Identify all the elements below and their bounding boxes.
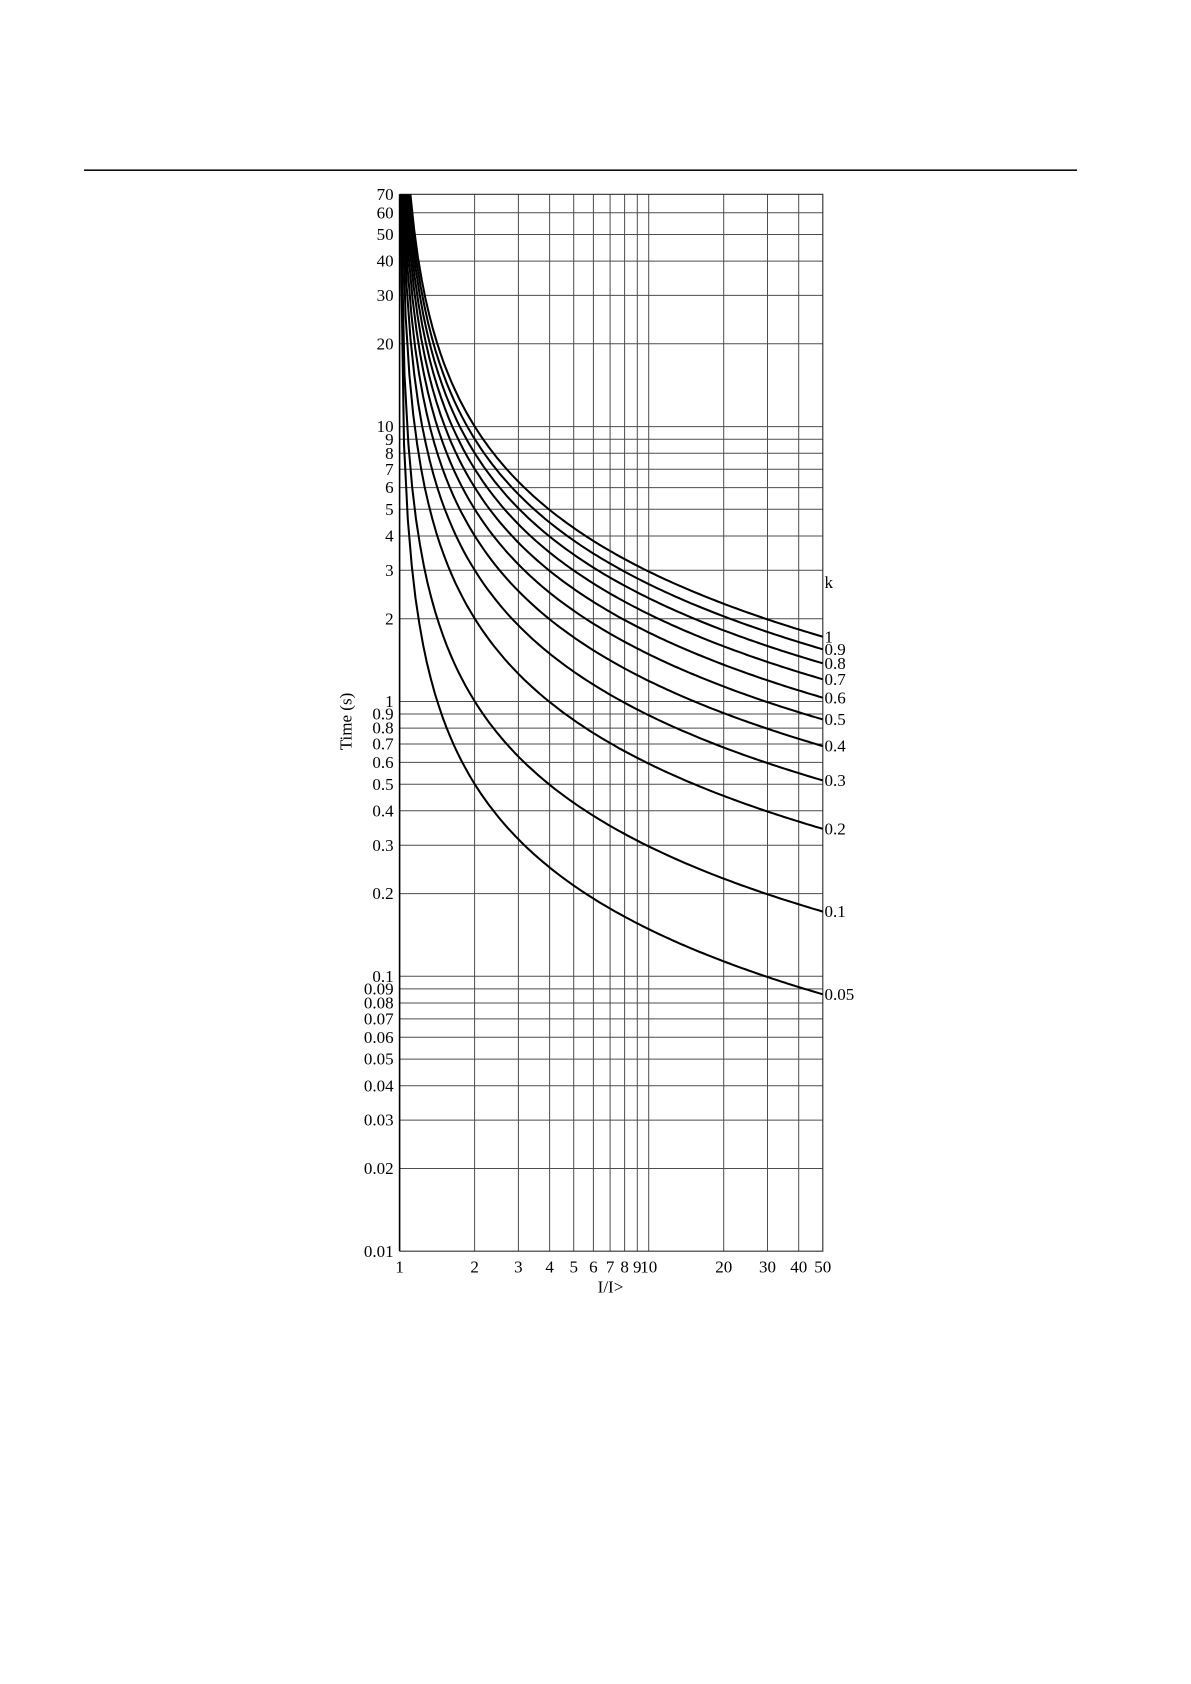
svg-text:20: 20: [377, 334, 394, 353]
svg-text:0.6: 0.6: [825, 688, 846, 707]
svg-text:0.02: 0.02: [364, 1159, 394, 1178]
svg-text:0.8: 0.8: [825, 654, 846, 673]
svg-text:10: 10: [377, 417, 394, 436]
svg-text:3: 3: [385, 561, 394, 580]
svg-text:1: 1: [395, 1258, 404, 1277]
svg-text:10: 10: [640, 1258, 657, 1277]
svg-text:Time (s): Time (s): [337, 693, 356, 750]
svg-text:0.2: 0.2: [825, 819, 846, 838]
svg-text:0.3: 0.3: [825, 771, 846, 790]
svg-text:50: 50: [377, 225, 394, 244]
svg-text:0.1: 0.1: [372, 967, 393, 986]
svg-text:0.8: 0.8: [372, 719, 393, 738]
svg-text:0.9: 0.9: [372, 705, 393, 724]
svg-text:1: 1: [825, 627, 834, 646]
svg-text:I/I>: I/I>: [598, 1278, 624, 1297]
svg-text:0.09: 0.09: [364, 980, 394, 999]
svg-text:7: 7: [385, 460, 394, 479]
svg-text:6: 6: [589, 1258, 598, 1277]
svg-text:0.1: 0.1: [825, 902, 846, 921]
svg-text:0.08: 0.08: [364, 994, 394, 1013]
svg-text:30: 30: [377, 286, 394, 305]
svg-text:9: 9: [633, 1258, 642, 1277]
svg-text:1: 1: [385, 692, 394, 711]
svg-text:5: 5: [569, 1258, 578, 1277]
svg-text:0.01: 0.01: [364, 1242, 394, 1261]
svg-text:60: 60: [377, 203, 394, 222]
svg-text:20: 20: [715, 1258, 732, 1277]
svg-text:4: 4: [385, 527, 394, 546]
svg-text:0.6: 0.6: [372, 753, 393, 772]
svg-text:8: 8: [620, 1258, 629, 1277]
svg-text:k: k: [825, 573, 834, 592]
svg-text:0.07: 0.07: [364, 1010, 394, 1029]
svg-text:0.9: 0.9: [825, 640, 846, 659]
svg-text:0.3: 0.3: [372, 836, 393, 855]
svg-text:0.03: 0.03: [364, 1111, 394, 1130]
svg-text:2: 2: [470, 1258, 479, 1277]
svg-text:40: 40: [377, 252, 394, 271]
svg-text:30: 30: [759, 1258, 776, 1277]
svg-text:50: 50: [814, 1258, 831, 1277]
svg-text:0.7: 0.7: [825, 670, 847, 689]
svg-text:4: 4: [545, 1258, 554, 1277]
svg-text:3: 3: [514, 1258, 523, 1277]
svg-text:0.04: 0.04: [364, 1076, 394, 1095]
svg-text:0.5: 0.5: [825, 710, 846, 729]
svg-text:0.4: 0.4: [825, 737, 847, 756]
svg-text:0.5: 0.5: [372, 775, 393, 794]
svg-text:5: 5: [385, 500, 394, 519]
svg-text:8: 8: [385, 444, 394, 463]
svg-text:0.4: 0.4: [372, 801, 394, 820]
svg-text:0.06: 0.06: [364, 1028, 394, 1047]
svg-text:70: 70: [377, 185, 394, 204]
svg-text:2: 2: [385, 609, 394, 628]
svg-text:7: 7: [606, 1258, 615, 1277]
svg-text:0.05: 0.05: [825, 985, 855, 1004]
svg-text:0.7: 0.7: [372, 735, 394, 754]
svg-text:9: 9: [385, 430, 394, 449]
svg-text:6: 6: [385, 478, 394, 497]
svg-text:40: 40: [790, 1258, 807, 1277]
svg-text:0.05: 0.05: [364, 1050, 394, 1069]
svg-text:0.2: 0.2: [372, 884, 393, 903]
